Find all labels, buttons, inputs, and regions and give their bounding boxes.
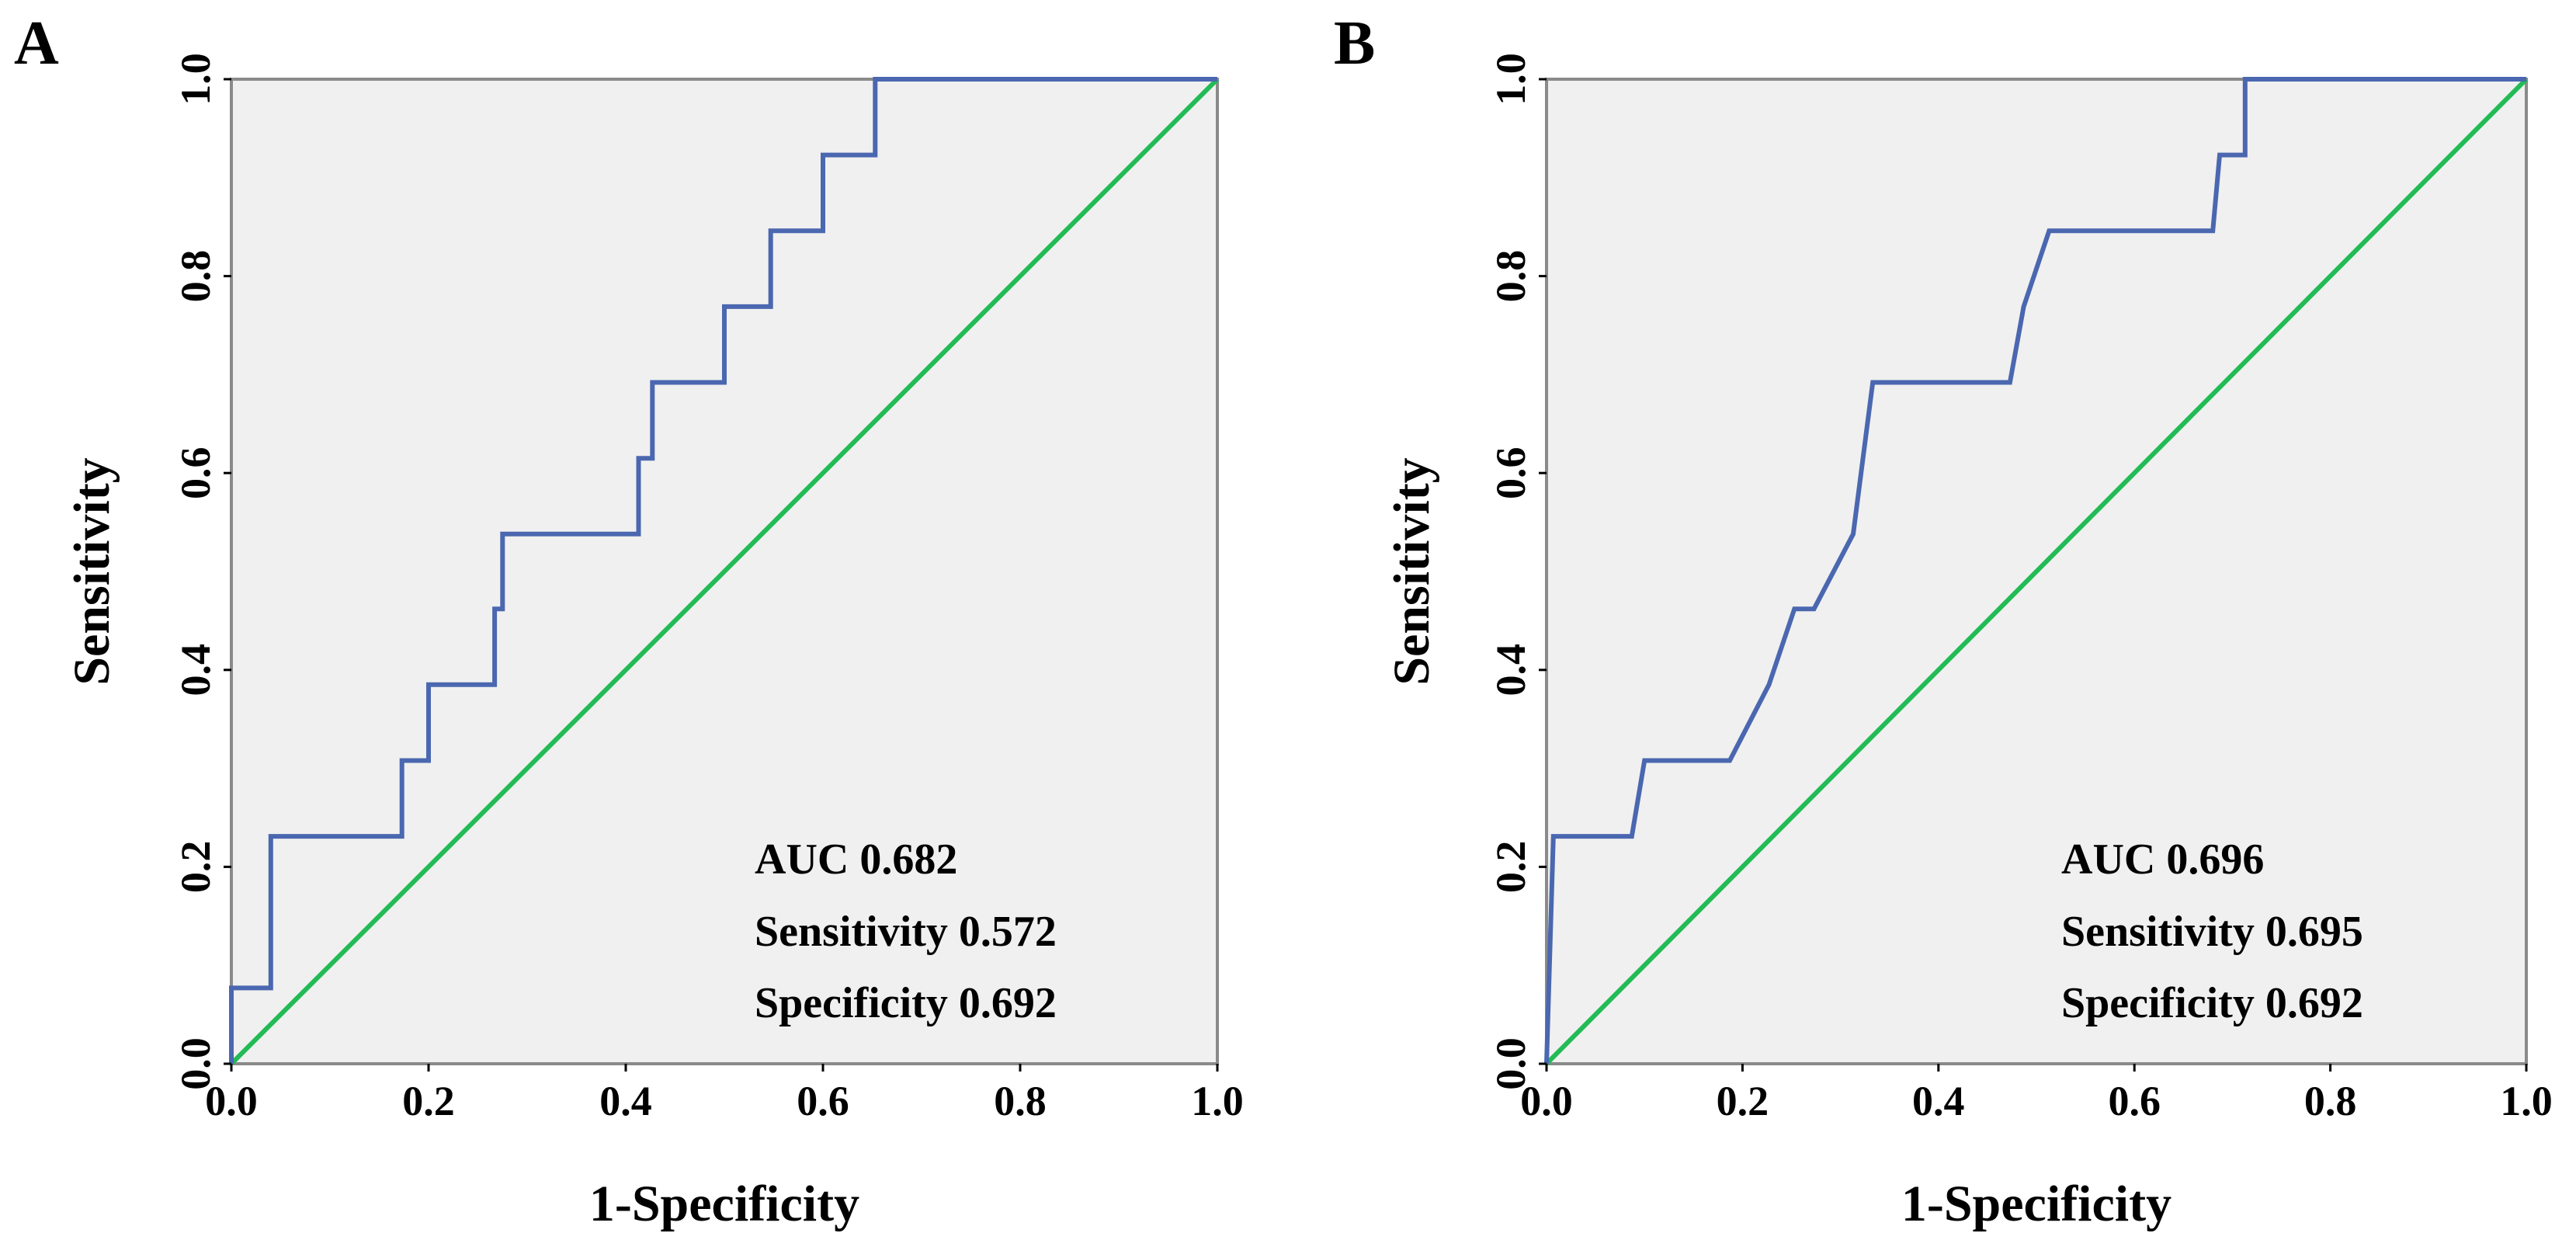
x-tick-label: 0.6	[2108, 1078, 2161, 1124]
roc-curve-a	[229, 77, 1217, 1064]
x-tick-label: 0.2	[1717, 1078, 1769, 1124]
y-axis-a: 0.0 0.2 0.4 0.6 0.8 1.0	[172, 53, 231, 1090]
x-tick-label: 0.0	[205, 1078, 258, 1124]
y-axis-title-b: Sensitivity	[1383, 457, 1440, 685]
y-tick-label: 0.2	[1488, 841, 1534, 894]
y-tick-label: 0.8	[172, 250, 219, 303]
y-tick-label: 0.6	[1488, 446, 1534, 499]
annotation-auc-b: AUC 0.696	[2061, 835, 2264, 884]
panel-label-b: B	[1334, 9, 1375, 78]
x-tick-label: 0.0	[1520, 1078, 1573, 1124]
x-tick-label: 1.0	[1191, 1078, 1244, 1124]
y-tick-label: 1.0	[172, 53, 219, 106]
annotation-sensitivity-a: Sensitivity 0.572	[755, 908, 1057, 956]
y-tick-label: 0.8	[1488, 250, 1534, 303]
x-axis-title-a: 1-Specificity	[589, 1176, 859, 1232]
y-tick-label: 0.6	[172, 446, 219, 499]
x-tick-label: 0.4	[599, 1078, 652, 1124]
y-tick-label: 0.2	[172, 841, 219, 894]
annotation-specificity-a: Specificity 0.692	[755, 979, 1057, 1027]
reference-line-a	[229, 77, 1220, 1066]
x-tick-label: 1.0	[2500, 1078, 2553, 1124]
y-axis-b: 0.0 0.2 0.4 0.6 0.8 1.0	[1488, 53, 1547, 1090]
reference-line-b	[1544, 77, 2529, 1066]
y-tick-label: 0.0	[1488, 1037, 1534, 1090]
y-tick-label: 0.4	[1488, 644, 1534, 696]
panel-b: B 0.0 0.2 0.4 0.6 0.8 1.0 0.0 0.2 0.4 0.…	[1334, 9, 2553, 1232]
y-tick-label: 0.0	[172, 1037, 219, 1090]
x-tick-label: 0.8	[2304, 1078, 2357, 1124]
annotation-sensitivity-b: Sensitivity 0.695	[2061, 908, 2363, 956]
x-axis-b: 0.0 0.2 0.4 0.6 0.8 1.0	[1520, 1064, 2553, 1124]
annotation-auc-a: AUC 0.682	[755, 835, 957, 884]
y-tick-label: 1.0	[1488, 53, 1534, 106]
panel-a: A 0.0 0.2 0.4 0.6 0.8 1.0 0.0 0.2 0.4 0.…	[14, 9, 1244, 1232]
x-axis-title-b: 1-Specificity	[1901, 1176, 2172, 1232]
x-tick-label: 0.8	[994, 1078, 1047, 1124]
y-axis-title-a: Sensitivity	[64, 457, 120, 685]
panel-label-a: A	[14, 9, 59, 78]
annotation-specificity-b: Specificity 0.692	[2061, 979, 2363, 1027]
x-tick-label: 0.2	[402, 1078, 455, 1124]
x-axis-a: 0.0 0.2 0.4 0.6 0.8 1.0	[205, 1064, 1244, 1124]
x-tick-label: 0.4	[1912, 1078, 1965, 1124]
stats-annotation-b: AUC 0.696 Sensitivity 0.695 Specificity …	[2061, 835, 2363, 1027]
y-tick-label: 0.4	[172, 644, 219, 696]
stats-annotation-a: AUC 0.682 Sensitivity 0.572 Specificity …	[755, 835, 1057, 1027]
roc-curve-b	[1544, 77, 2526, 1065]
x-tick-label: 0.6	[797, 1078, 849, 1124]
